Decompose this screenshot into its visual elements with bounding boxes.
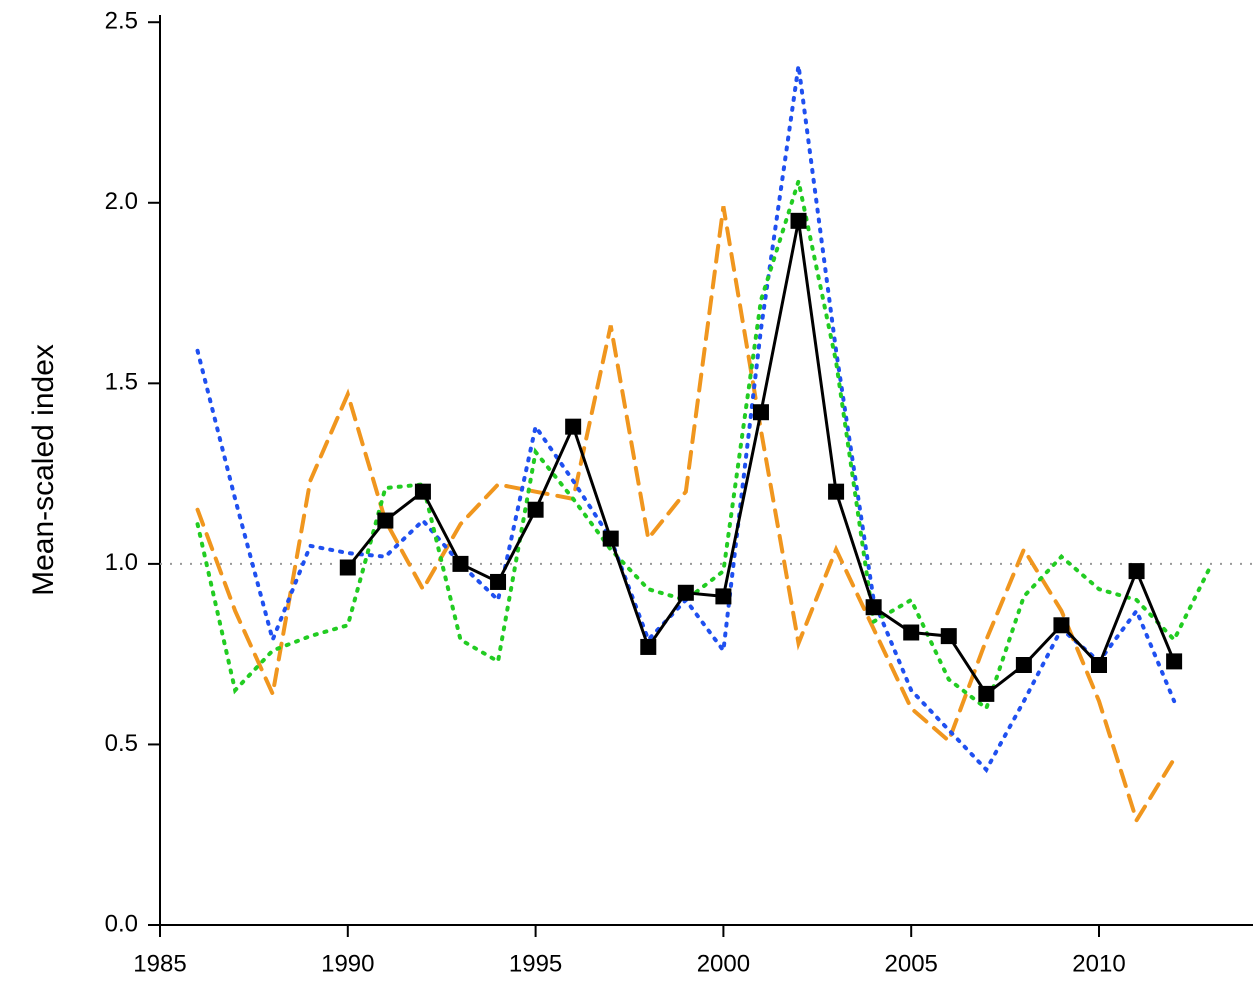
x-tick-label: 2000 [697, 950, 750, 977]
marker [715, 588, 732, 605]
y-tick-label: 0.0 [105, 910, 138, 937]
marker [414, 483, 431, 500]
marker [865, 599, 882, 616]
marker [1091, 657, 1108, 673]
marker [752, 404, 769, 421]
marker [527, 501, 544, 518]
x-tick-label: 1995 [509, 950, 562, 977]
series-line [346, 220, 1176, 697]
marker [1053, 617, 1070, 634]
y-tick-label: 2.0 [105, 188, 138, 215]
y-tick-label: 0.5 [105, 730, 138, 757]
y-tick-label: 1.5 [105, 369, 138, 396]
marker [377, 512, 394, 529]
series-line [195, 173, 1214, 712]
marker [452, 555, 469, 572]
marker [1166, 653, 1183, 670]
x-tick-label: 2005 [885, 950, 938, 977]
marker [1015, 657, 1032, 673]
series-line [195, 206, 1177, 826]
x-tick-label: 2010 [1072, 950, 1125, 977]
marker [490, 573, 507, 590]
y-axis-label: Mean-scaled index [27, 344, 60, 596]
marker [790, 212, 807, 229]
marker [339, 559, 356, 576]
x-tick-label: 1985 [133, 950, 186, 977]
marker [940, 628, 957, 645]
marker [640, 638, 657, 655]
marker [677, 584, 694, 601]
marker [828, 483, 845, 500]
x-tick-label: 1990 [321, 950, 374, 977]
marker [602, 530, 619, 547]
marker [978, 685, 995, 702]
y-tick-label: 1.0 [105, 549, 138, 576]
marker [1128, 563, 1145, 580]
marker [565, 418, 582, 435]
marker [903, 624, 920, 641]
y-tick-label: 2.5 [105, 8, 138, 35]
